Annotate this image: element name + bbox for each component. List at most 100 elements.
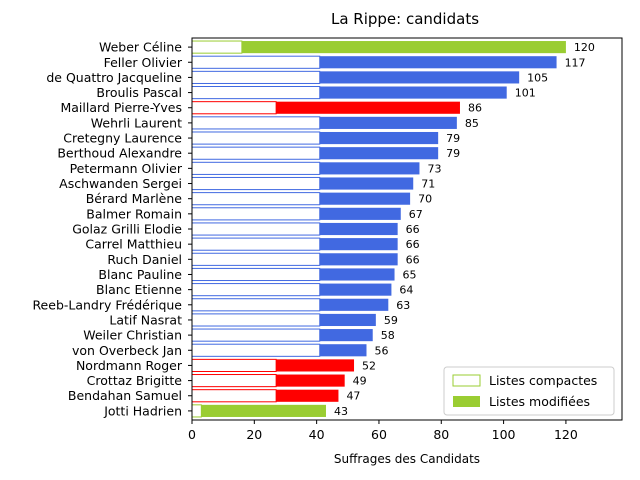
bar-modifiees	[319, 192, 411, 205]
value-label: 65	[403, 268, 417, 281]
bar-compactes	[191, 328, 321, 342]
bar-compactes	[191, 358, 277, 372]
value-label: 105	[527, 71, 548, 84]
category-label: Crottaz Brigitte	[87, 373, 183, 388]
category-label: Wehrli Laurent	[91, 115, 182, 130]
category-label: Maillard Pierre-Yves	[60, 100, 182, 115]
legend-box	[443, 366, 615, 416]
value-label: 117	[565, 56, 586, 69]
value-label: 64	[399, 284, 413, 297]
bar-compactes	[191, 116, 321, 130]
bar-compactes	[191, 86, 321, 100]
value-label: 73	[427, 162, 441, 175]
bar-compactes	[191, 222, 321, 236]
bar-compactes	[191, 176, 321, 191]
bar-modifiees	[319, 131, 439, 145]
x-tick-label: 100	[492, 427, 516, 442]
bar-compactes	[191, 55, 321, 69]
bar-modifiees	[319, 313, 376, 327]
value-label: 58	[381, 329, 395, 342]
chart-title: La Rippe: candidats	[331, 10, 479, 28]
bar-modifiees	[319, 147, 439, 160]
legend-label-modifiees: Listes modifiées	[489, 394, 590, 409]
bar-modifiees	[319, 253, 398, 266]
bar-compactes	[191, 161, 321, 175]
category-label: Ruch Daniel	[107, 252, 182, 267]
x-tick-label: 0	[188, 427, 196, 442]
legend-swatch-modifiees	[453, 396, 480, 407]
category-label: Bendahan Samuel	[68, 388, 182, 403]
bar-compactes	[191, 192, 321, 206]
bar-modifiees	[319, 344, 367, 357]
category-label: Bérard Marlène	[86, 191, 183, 206]
bars-group	[191, 40, 566, 418]
category-label: Balmer Romain	[86, 206, 182, 221]
value-label: 56	[374, 344, 388, 357]
bar-modifiees	[319, 207, 401, 220]
bar-modifiees	[319, 116, 457, 129]
value-label: 120	[574, 41, 595, 54]
bar-compactes	[191, 343, 321, 357]
value-label: 49	[353, 375, 367, 388]
bar-modifiees	[319, 298, 389, 311]
value-label: 63	[396, 299, 410, 312]
x-tick-label: 80	[433, 427, 449, 442]
value-label: 59	[384, 314, 398, 327]
axes-frame	[191, 37, 623, 421]
bar-compactes	[191, 237, 321, 251]
category-label: Blanc Pauline	[98, 267, 182, 282]
value-label: 79	[446, 132, 460, 145]
bar-modifiees	[319, 71, 520, 84]
category-label: Weber Céline	[99, 40, 182, 55]
bar-compactes	[191, 298, 321, 312]
category-label: Jotti Hadrien	[103, 403, 182, 418]
x-axis-label: Suffrages des Candidats	[334, 452, 480, 466]
category-label: Golaz Grilli Elodie	[72, 222, 182, 237]
bar-compactes	[191, 374, 277, 388]
bar-compactes	[191, 101, 277, 115]
bar-modifiees	[319, 56, 557, 69]
bar-compactes	[191, 40, 243, 54]
x-tick-label: 60	[371, 427, 387, 442]
bar-modifiees	[319, 283, 392, 296]
bar-modifiees	[276, 101, 460, 114]
legend: Listes compactes Listes modifiées	[443, 366, 615, 416]
bar-compactes	[191, 146, 321, 160]
value-label: 47	[346, 390, 360, 403]
value-label: 66	[406, 253, 420, 266]
legend-swatch-compactes	[452, 374, 481, 387]
category-label: Blanc Etienne	[96, 282, 182, 297]
bar-modifiees	[241, 41, 566, 54]
category-label: Broulis Pascal	[96, 85, 182, 100]
bar-modifiees	[319, 238, 398, 251]
value-label: 66	[406, 223, 420, 236]
bar-modifiees	[319, 177, 414, 190]
x-axis-ticks: 0 20 40 60 80 100 120	[188, 420, 578, 442]
category-label: Cretegny Laurence	[63, 131, 182, 146]
x-tick-label: 40	[309, 427, 325, 442]
bar-compactes	[191, 131, 321, 145]
bar-modifiees	[276, 359, 355, 372]
bar-modifiees	[319, 329, 373, 342]
category-label: Feller Olivier	[104, 55, 183, 70]
value-label: 70	[418, 193, 432, 206]
value-label: 67	[409, 208, 423, 221]
x-tick-label: 20	[246, 427, 262, 442]
bar-modifiees	[319, 268, 395, 281]
value-label: 52	[362, 359, 376, 372]
category-label: Reeb-Landry Frédérique	[32, 297, 182, 312]
value-label: 43	[334, 405, 348, 418]
bar-modifiees	[319, 222, 398, 236]
bar-modifiees	[201, 404, 326, 417]
value-label: 86	[468, 102, 482, 115]
category-label: Latif Nasrat	[109, 312, 182, 327]
category-label: Weiler Christian	[83, 328, 182, 343]
category-label: Carrel Matthieu	[85, 237, 182, 252]
category-label: Aschwanden Sergei	[59, 176, 182, 191]
value-label: 85	[465, 117, 479, 130]
category-label: von Overbeck Jan	[72, 343, 182, 358]
bar-modifiees	[319, 86, 507, 99]
value-label: 101	[515, 87, 536, 100]
